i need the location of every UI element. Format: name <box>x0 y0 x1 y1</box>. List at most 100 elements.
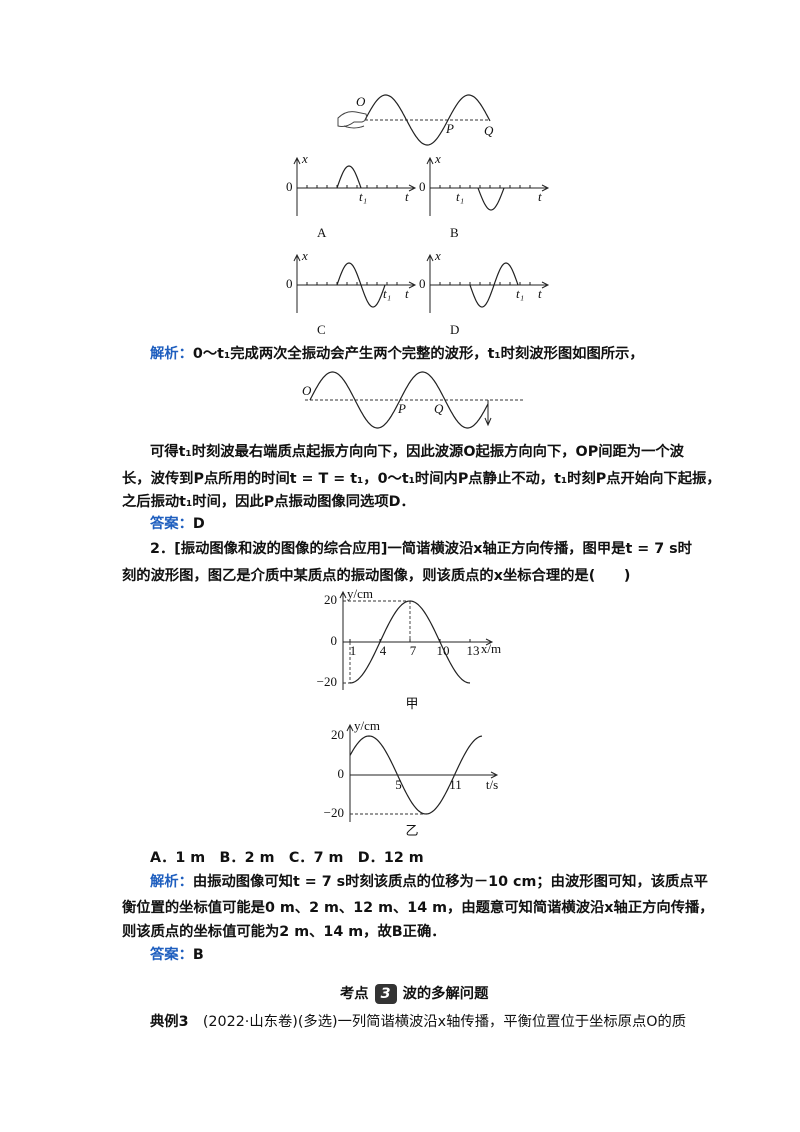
axis-label: t <box>538 189 542 204</box>
tick-label: 1 <box>350 643 357 658</box>
solution-line: 解析：0～t₁完成两次全振动会产生两个完整的波形，t₁时刻波形图如图所示， <box>150 344 644 364</box>
example-line: 典例3 (2022·山东卷)(多选)一列简谐横波沿x轴传播，平衡位置位于坐标原点… <box>150 1012 686 1032</box>
point-label: P <box>445 121 454 136</box>
axis-label: x <box>301 248 308 263</box>
tick-label: 20 <box>331 727 344 742</box>
marker-label: t₁ <box>456 189 464 204</box>
arrow-head <box>485 638 494 646</box>
label: 典例3 <box>150 1014 189 1030</box>
text: 由振动图像可知t = 7 s时刻该质点的位移为－10 cm；由波形图可知，该质点… <box>192 874 708 890</box>
tick-label: 11 <box>449 777 462 792</box>
origin-label: 0 <box>286 276 293 291</box>
point-label: Q <box>434 401 444 416</box>
trace <box>336 165 362 189</box>
tick-label: 0 <box>338 766 345 781</box>
arrow-head <box>293 253 301 262</box>
solution-line: 则该质点的坐标值可能为2 m、14 m，故B正确． <box>122 924 446 940</box>
caption: 乙 <box>405 823 418 838</box>
question-line: 刻的波形图，图乙是介质中某质点的振动图像，则该质点的x坐标合理的是( ) <box>122 568 631 584</box>
point-label: Q <box>484 123 494 138</box>
trace <box>349 735 483 815</box>
choice: A．1 m <box>150 850 206 866</box>
tick-label: −20 <box>324 805 344 820</box>
marker-label: t₁ <box>383 286 391 301</box>
arrow-head <box>408 184 417 192</box>
text: (2022·山东卷)(多选)一列简谐横波沿x轴传播，平衡位置位于坐标原点O的质 <box>202 1014 687 1030</box>
paragraph-line: 之后振动t₁时间，因此P点振动图像同选项D． <box>122 494 415 510</box>
answer: 答案：D <box>150 514 205 534</box>
arrow-head <box>490 771 499 779</box>
arrow-head <box>541 281 550 289</box>
axis-label: y/cm <box>347 586 373 601</box>
choice: B．2 m <box>219 850 275 866</box>
section-number: 3 <box>374 984 397 1004</box>
arrow-head <box>426 253 434 262</box>
answer: 答案：B <box>150 945 204 965</box>
axis-label: x <box>434 151 441 166</box>
tick-label: 7 <box>410 643 417 658</box>
label: 答案： <box>150 516 193 532</box>
value: B <box>192 947 204 963</box>
axis-label: x/m <box>481 641 501 656</box>
point-label: O <box>302 383 312 398</box>
axis-label: t <box>405 286 409 301</box>
choice: C．7 m <box>288 850 344 866</box>
label: 解析： <box>150 874 193 890</box>
prefix: 考点 <box>340 986 369 1002</box>
arrow-head <box>339 590 347 599</box>
title: 波的多解问题 <box>402 986 489 1002</box>
origin-label: 0 <box>419 276 426 291</box>
solution-line: 解析：由振动图像可知t = 7 s时刻该质点的位移为－10 cm；由波形图可知，… <box>150 872 708 892</box>
axis-label: t <box>538 286 542 301</box>
choices: A．1 m B．2 m C．7 m D．12 m <box>150 848 424 868</box>
arrow-head <box>426 156 434 165</box>
axis-label: x <box>434 248 441 263</box>
value: D <box>192 516 205 532</box>
axis-label: x <box>301 151 308 166</box>
label: 解析： <box>150 346 193 362</box>
label: 答案： <box>150 947 193 963</box>
hand <box>337 111 367 129</box>
wave <box>364 94 491 146</box>
wave <box>309 371 489 429</box>
tick-label: −20 <box>317 674 337 689</box>
tick-label: 4 <box>380 643 387 658</box>
axis-label: t/s <box>486 777 498 792</box>
caption: C <box>317 322 326 337</box>
origin-label: 0 <box>419 179 426 194</box>
arrow-head <box>293 156 301 165</box>
trace <box>469 262 519 308</box>
origin-label: 0 <box>286 179 293 194</box>
caption: 甲 <box>405 696 418 711</box>
point-label: O <box>356 94 366 109</box>
paragraph-line: 长，波传到P点所用的时间t = T = t₁，0～t₁时间内P点静止不动，t₁时… <box>122 471 721 487</box>
point-label: P <box>397 401 406 416</box>
axis-label: t <box>405 189 409 204</box>
tick-label: 5 <box>395 777 402 792</box>
section-heading: 考点 3 波的多解问题 <box>340 984 488 1004</box>
tick-label: 0 <box>331 633 338 648</box>
solution-line: 衡位置的坐标值可能是0 m、2 m、12 m、14 m，由题意可知简谐横波沿x轴… <box>122 900 714 916</box>
caption: A <box>317 225 327 240</box>
marker-label: t₁ <box>516 286 524 301</box>
choice: D．12 m <box>357 850 424 866</box>
arrow-head <box>408 281 417 289</box>
caption: D <box>450 322 459 337</box>
question-line: 2．[振动图像和波的图像的综合应用]一简谐横波沿x轴正方向传播，图甲是t = 7… <box>150 541 692 557</box>
paragraph-line: 可得t₁时刻波最右端质点起振方向向下，因此波源O起振方向向下，OP间距为一个波 <box>150 444 684 460</box>
marker-label: t₁ <box>359 189 367 204</box>
trace <box>336 262 386 308</box>
tick-label: 10 <box>437 643 450 658</box>
axis-label: y/cm <box>354 718 380 733</box>
arrow-head <box>346 723 354 732</box>
arrow-head <box>541 184 550 192</box>
text: 0～t₁完成两次全振动会产生两个完整的波形，t₁时刻波形图如图所示， <box>192 346 644 362</box>
caption: B <box>450 225 459 240</box>
trace <box>477 187 505 211</box>
tick-label: 13 <box>467 643 480 658</box>
tick-label: 20 <box>324 592 337 607</box>
arrow-head <box>484 417 492 427</box>
